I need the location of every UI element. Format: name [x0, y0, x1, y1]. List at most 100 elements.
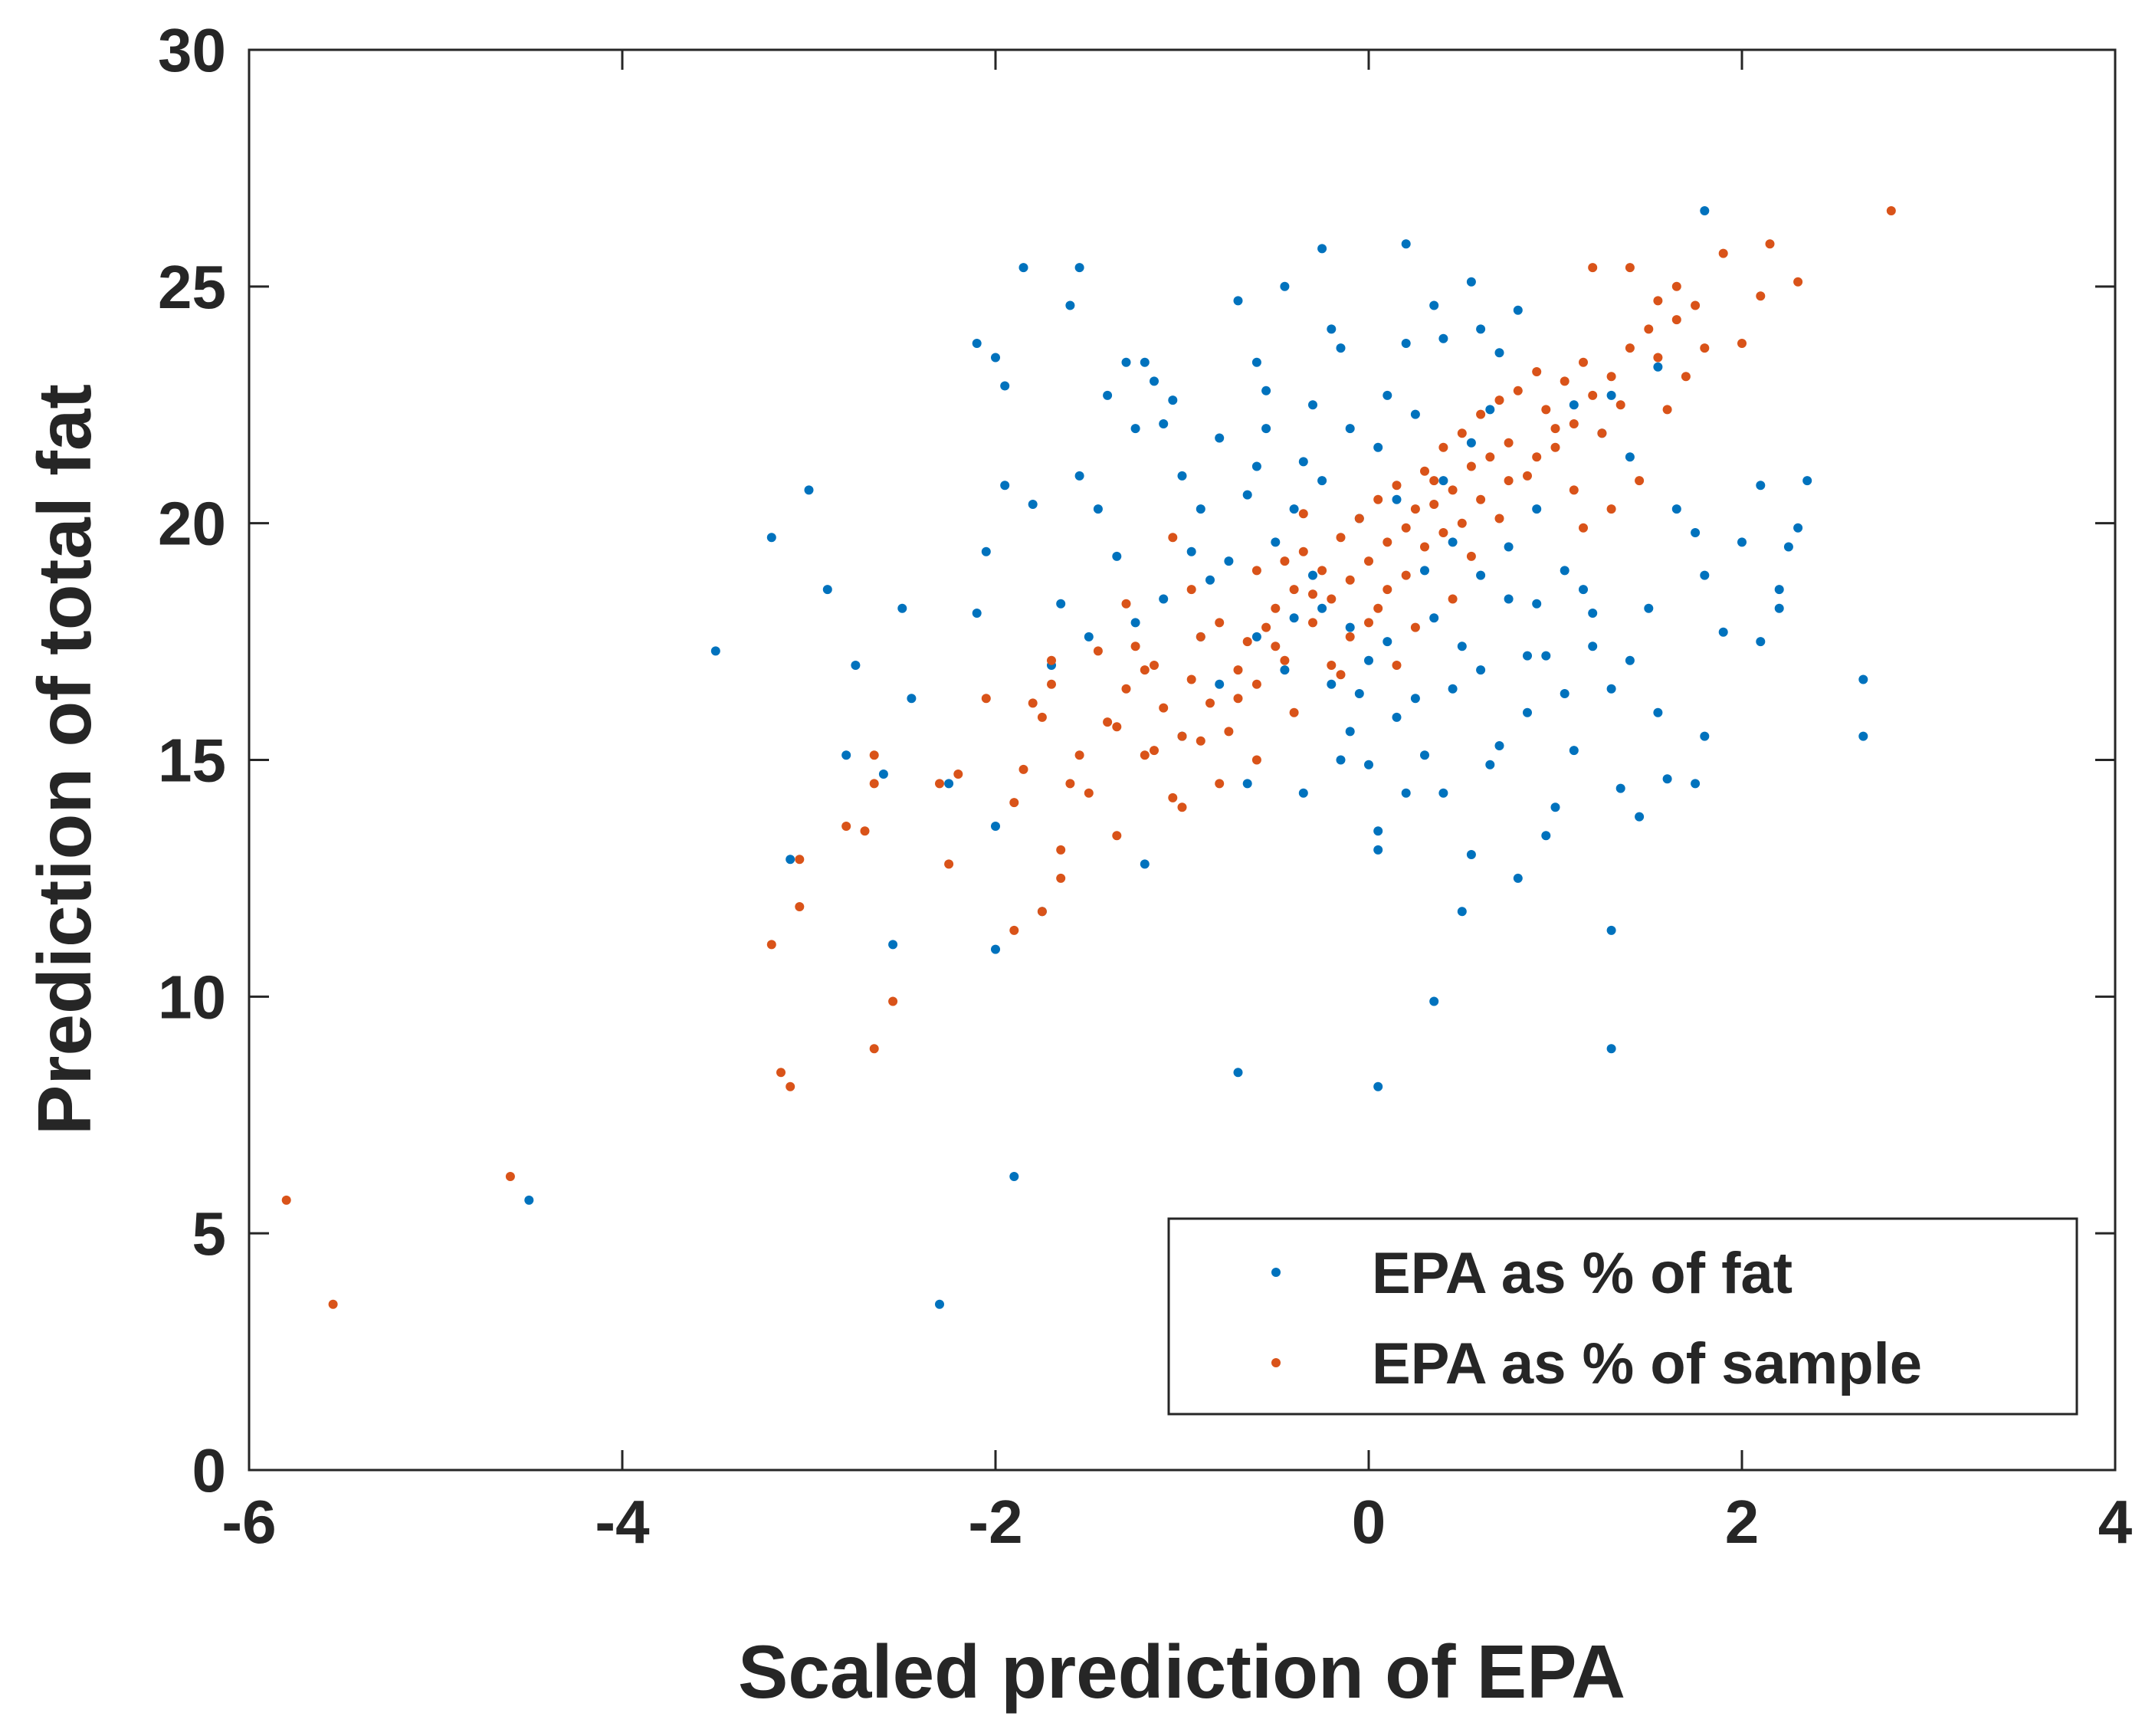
data-point [1308, 570, 1317, 580]
data-point [1345, 632, 1355, 642]
data-point [1401, 239, 1411, 249]
data-point [1579, 357, 1588, 367]
data-point [1383, 390, 1392, 400]
data-point [1513, 873, 1523, 883]
y-tick-label: 20 [158, 490, 226, 558]
data-point [1000, 481, 1010, 491]
data-point [1373, 845, 1383, 855]
data-point [1336, 533, 1346, 543]
data-point [1625, 343, 1635, 353]
data-point [1373, 442, 1383, 452]
data-point [1532, 599, 1542, 609]
data-point [1140, 357, 1150, 367]
data-point [822, 585, 832, 595]
data-point [1476, 324, 1486, 334]
data-point [1177, 731, 1187, 741]
data-point [1476, 570, 1486, 580]
data-point [1579, 523, 1588, 533]
data-point [1597, 428, 1607, 438]
data-point [1718, 627, 1728, 637]
data-point [1289, 585, 1299, 595]
data-point [1233, 694, 1243, 704]
data-point [505, 1172, 515, 1181]
data-point [1606, 372, 1616, 382]
data-point [1242, 779, 1252, 789]
data-point [1317, 244, 1327, 254]
data-point [1569, 419, 1579, 428]
data-point [1457, 907, 1467, 917]
x-tick-label: 0 [1352, 1488, 1386, 1556]
data-point [1653, 353, 1663, 363]
data-point [1504, 542, 1514, 552]
data-point [1327, 324, 1337, 334]
data-point [1186, 674, 1196, 684]
data-point [1410, 694, 1420, 704]
data-point [1112, 831, 1122, 841]
data-point [1523, 707, 1532, 717]
data-point [1401, 523, 1411, 533]
data-point [1457, 428, 1467, 438]
data-point [1681, 372, 1691, 382]
data-point [766, 533, 776, 543]
data-point [1401, 570, 1411, 580]
y-tick-label: 10 [158, 963, 226, 1031]
data-point [1383, 537, 1392, 547]
data-point [1345, 575, 1355, 585]
data-point [1635, 812, 1645, 822]
data-point [1084, 788, 1094, 798]
data-point [1858, 674, 1868, 684]
y-tick-label: 30 [158, 16, 226, 84]
data-point [1700, 570, 1710, 580]
data-point [1420, 542, 1429, 552]
data-point [1074, 471, 1084, 481]
data-point [1271, 642, 1281, 651]
data-point [944, 779, 954, 789]
data-point [1494, 741, 1504, 750]
data-point [1317, 603, 1327, 613]
data-point [1541, 405, 1551, 415]
data-point [795, 902, 805, 911]
data-point [1606, 1044, 1616, 1054]
legend-marker-fat [1271, 1268, 1281, 1277]
data-point [1196, 736, 1205, 746]
data-point [1793, 523, 1803, 533]
data-point [1485, 452, 1495, 462]
data-point [1251, 566, 1261, 576]
data-point [841, 750, 851, 760]
legend-marker-sample [1271, 1358, 1281, 1367]
data-point [1345, 622, 1355, 632]
data-point [1215, 779, 1225, 789]
data-point [1251, 461, 1261, 471]
data-point [1588, 609, 1598, 618]
data-point [1130, 642, 1140, 651]
data-point [1009, 798, 1019, 808]
data-point [1644, 324, 1654, 334]
data-point [1532, 452, 1542, 462]
data-point [1251, 357, 1261, 367]
data-point [776, 1068, 786, 1078]
data-point [1625, 452, 1635, 462]
data-point [1588, 642, 1598, 651]
data-point [1242, 637, 1252, 647]
data-point [1756, 291, 1766, 301]
data-point [1401, 788, 1411, 798]
data-point [1886, 206, 1896, 215]
data-point [1429, 996, 1439, 1006]
data-point [1615, 783, 1625, 793]
data-point [1429, 476, 1439, 486]
data-point [1065, 779, 1075, 789]
data-point [1000, 381, 1010, 391]
data-point [1205, 575, 1215, 585]
data-point [1691, 300, 1701, 310]
data-point [888, 940, 898, 950]
points-layer [281, 206, 1896, 1309]
data-point [944, 859, 954, 869]
data-point [1448, 594, 1458, 604]
data-point [1168, 793, 1178, 802]
data-point [1569, 746, 1579, 756]
data-point [897, 603, 907, 613]
data-point [1438, 442, 1448, 452]
data-point [1671, 504, 1681, 514]
data-point [869, 1044, 879, 1054]
